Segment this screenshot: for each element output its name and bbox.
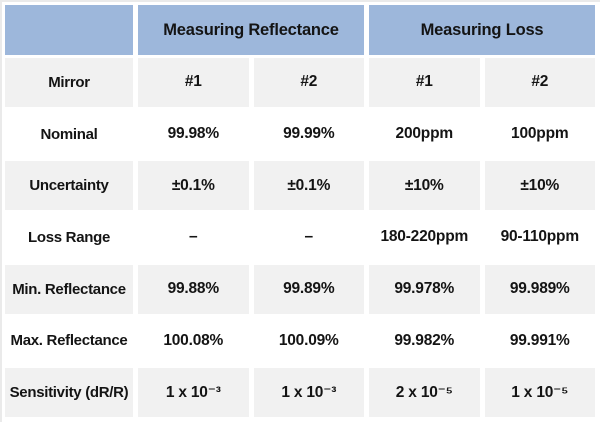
value-cell: ±0.1% [138, 161, 249, 211]
value-cell: – [253, 213, 364, 262]
value-cell: 99.982% [369, 316, 480, 366]
value-cell: 200ppm [369, 109, 480, 159]
value-cell: #1 [369, 58, 480, 107]
row-label-min-reflectance: Min. Reflectance [5, 264, 133, 314]
row-label-uncertainty: Uncertainty [5, 161, 133, 211]
value-cell: 100.09% [253, 316, 364, 366]
row-label-max-reflectance: Max. Reflectance [5, 316, 133, 366]
value-cell: 99.88% [138, 264, 249, 314]
value-cell: 99.978% [369, 264, 480, 314]
header-corner-cell [5, 5, 133, 55]
row-label-nominal: Nominal [5, 109, 133, 159]
value-cell: 180-220ppm [369, 213, 480, 262]
value-cell: 100ppm [484, 109, 595, 159]
row-label-loss-range: Loss Range [5, 213, 133, 262]
value-cell: 99.989% [484, 264, 595, 314]
header-measuring-reflectance: Measuring Reflectance [138, 5, 364, 55]
value-cell: 100.08% [138, 316, 249, 366]
value-cell: #2 [253, 58, 364, 107]
value-cell: ±0.1% [253, 161, 364, 211]
header-measuring-loss: Measuring Loss [369, 5, 595, 55]
value-cell: ±10% [484, 161, 595, 211]
value-cell: 1 x 10⁻³ [138, 368, 249, 417]
mirror-measurement-table: Measuring Reflectance Measuring Loss Mir… [5, 5, 595, 417]
value-cell: 99.991% [484, 316, 595, 366]
value-cell: ±10% [369, 161, 480, 211]
value-cell: 90-110ppm [484, 213, 595, 262]
row-label-mirror: Mirror [5, 58, 133, 107]
value-cell: 2 x 10⁻⁵ [369, 368, 480, 417]
value-cell: 99.99% [253, 109, 364, 159]
value-cell: 99.89% [253, 264, 364, 314]
value-cell: 1 x 10⁻³ [253, 368, 364, 417]
value-cell: #1 [138, 58, 249, 107]
value-cell: 1 x 10⁻⁵ [484, 368, 595, 417]
row-label-sensitivity-dr-r: Sensitivity (dR/R) [5, 368, 133, 417]
value-cell: #2 [484, 58, 595, 107]
value-cell: – [138, 213, 249, 262]
value-cell: 99.98% [138, 109, 249, 159]
